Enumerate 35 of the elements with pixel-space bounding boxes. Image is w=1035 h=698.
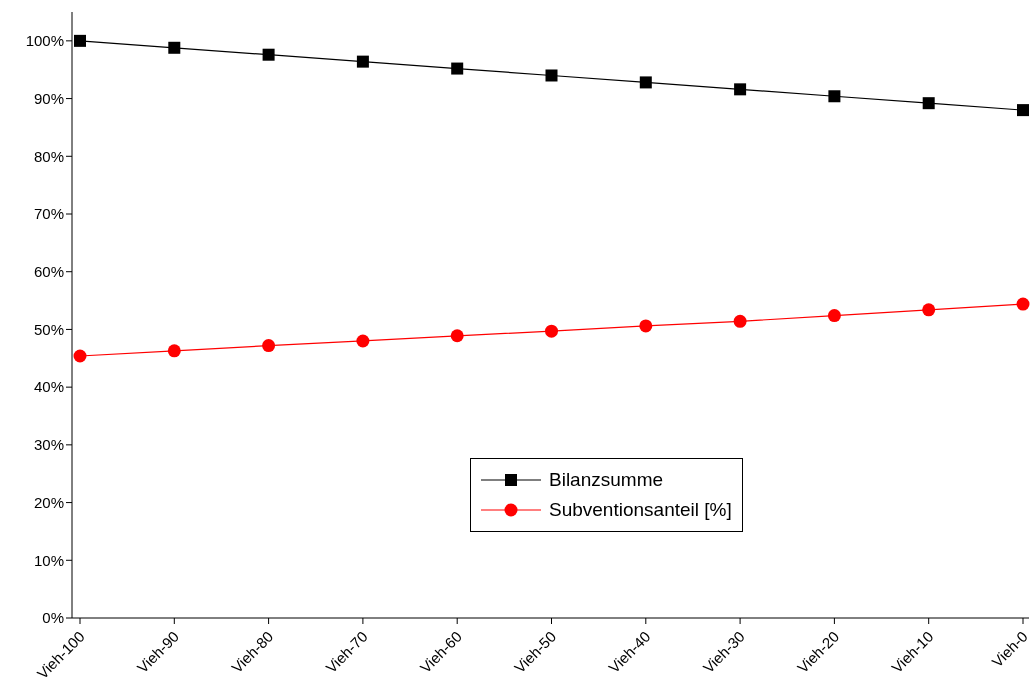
point (1016, 297, 1030, 311)
point (828, 90, 841, 103)
point (451, 62, 464, 75)
y-tick-label: 100% (25, 32, 64, 50)
y-tick-label: 50% (33, 320, 64, 338)
legend-label: Bilanzsumme (549, 469, 664, 491)
y-tick-label: 20% (33, 493, 64, 511)
point (639, 76, 652, 89)
point (827, 309, 841, 323)
point (922, 303, 936, 317)
point (168, 41, 181, 54)
point (1017, 104, 1029, 117)
point (450, 329, 464, 343)
y-tick-label: 0% (42, 609, 64, 627)
point (356, 334, 370, 348)
point (734, 83, 747, 96)
y-tick-label: 40% (33, 378, 64, 396)
point (73, 349, 87, 363)
point (262, 339, 276, 353)
point (167, 344, 181, 358)
y-tick-label: 70% (33, 205, 64, 223)
y-tick-label: 30% (33, 436, 64, 454)
point (545, 324, 558, 338)
point (356, 55, 369, 68)
point (74, 34, 86, 47)
y-tick-label: 10% (33, 551, 64, 569)
point (733, 314, 747, 328)
legend-label: Subventionsanteil [%] (549, 499, 732, 521)
y-tick-label: 90% (33, 89, 64, 107)
point (639, 319, 653, 333)
point (262, 48, 275, 61)
point (922, 97, 935, 110)
point (545, 69, 558, 82)
y-tick-label: 80% (33, 147, 64, 165)
y-tick-label: 60% (33, 263, 64, 281)
